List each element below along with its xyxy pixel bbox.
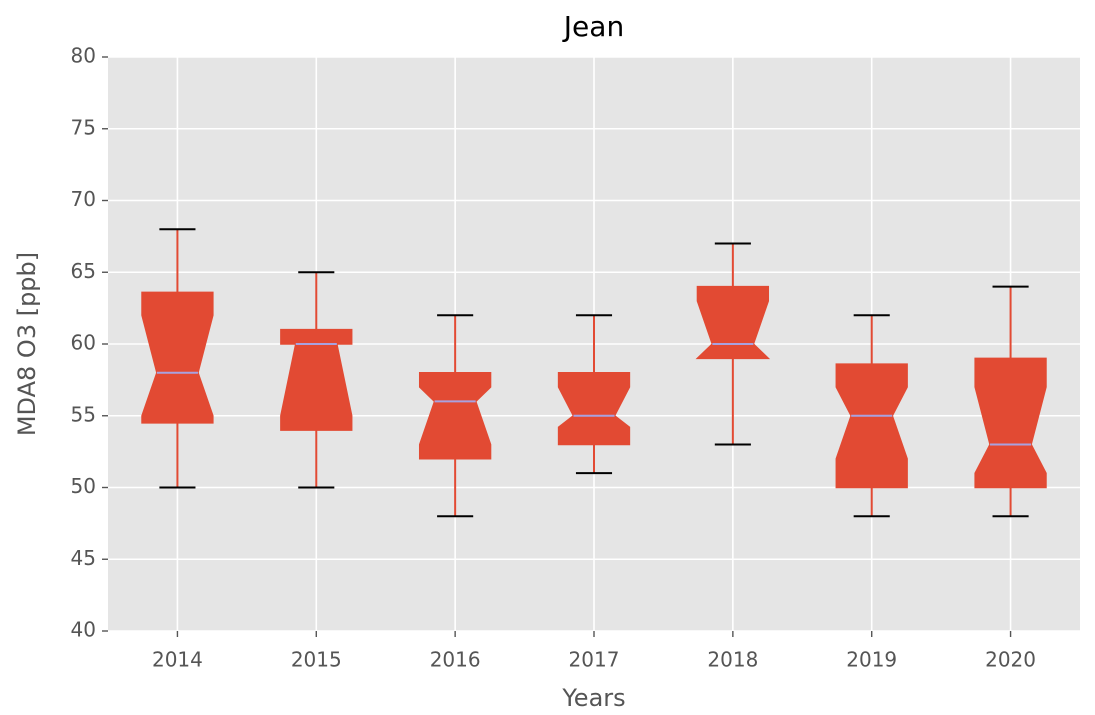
y-tick-label: 50 [71,474,96,498]
x-tick-label: 2017 [569,648,620,672]
x-tick-label: 2018 [707,648,758,672]
y-tick-label: 70 [71,187,96,211]
x-tick-label: 2015 [291,648,342,672]
box [835,363,908,489]
y-tick-label: 45 [71,546,96,570]
box [141,291,214,424]
x-axis-label: Years [561,684,625,712]
y-tick-label: 40 [71,618,96,642]
y-tick-label: 75 [71,115,96,139]
box [974,357,1047,489]
x-tick-label: 2019 [846,648,897,672]
box [695,285,771,360]
y-tick-label: 60 [71,331,96,355]
x-tick-label: 2014 [152,648,203,672]
box [418,371,492,460]
x-tick-label: 2016 [430,648,481,672]
box [557,371,631,446]
x-tick-label: 2020 [985,648,1036,672]
y-tick-label: 80 [71,44,96,68]
y-axis-label: MDA8 O3 [ppb] [13,252,41,436]
y-tick-label: 65 [71,259,96,283]
chart-title: Jean [562,10,624,43]
box [280,328,353,431]
y-tick-label: 55 [71,402,96,426]
